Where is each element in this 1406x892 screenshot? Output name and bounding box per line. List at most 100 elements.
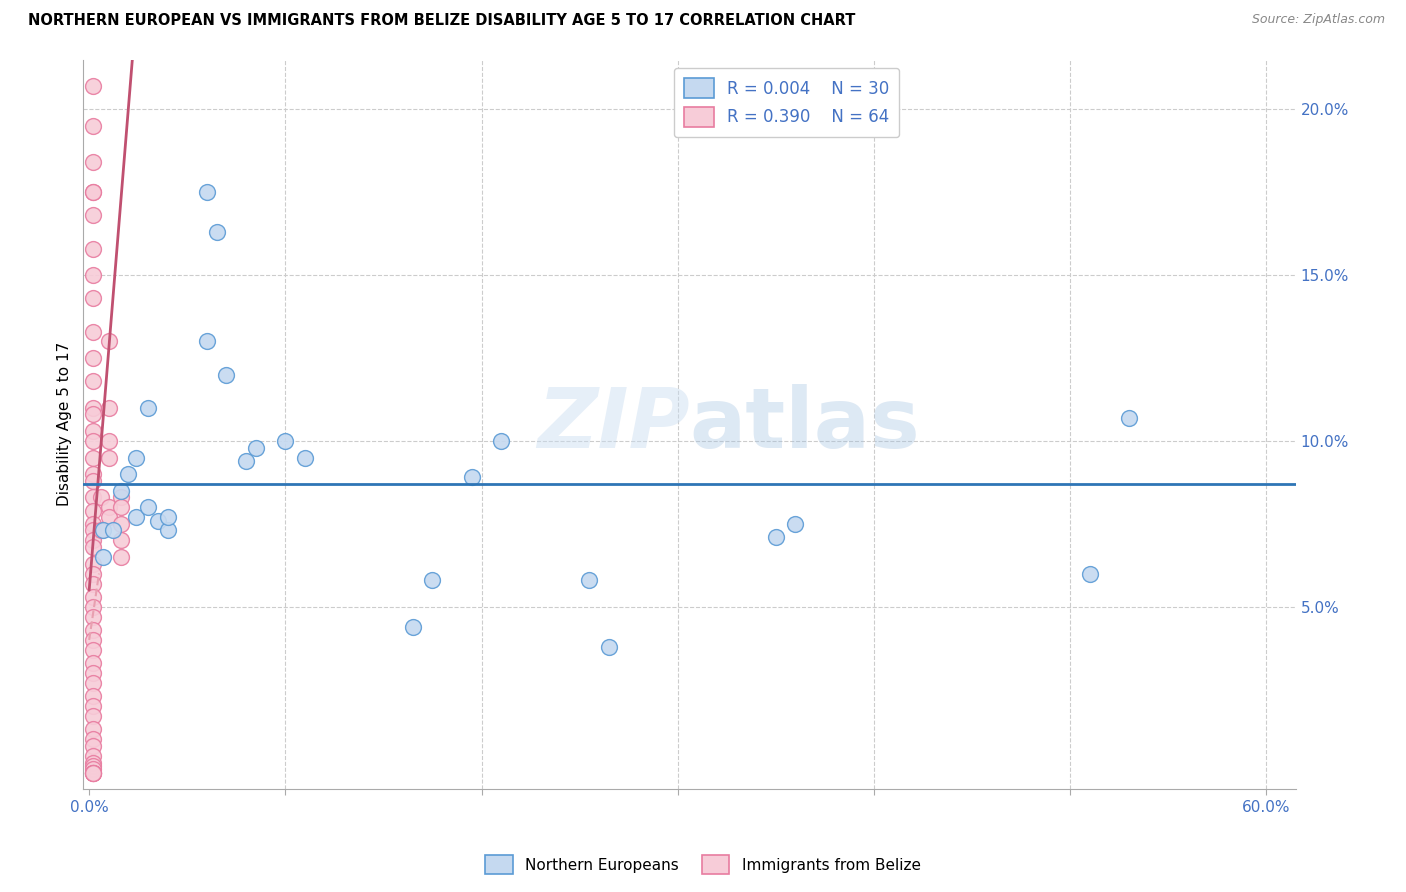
Point [82,516,104,531]
Point [82,209,104,223]
Point [82,666,104,681]
Text: Source: ZipAtlas.com: Source: ZipAtlas.com [1251,13,1385,27]
Point [82,557,104,571]
Point [82,656,104,670]
Point [245,441,267,455]
Point [294,450,316,465]
Point [136,500,159,515]
Point [489,434,512,448]
Point [82,401,104,415]
Point [82,450,104,465]
Point [422,573,444,587]
Point [82,765,104,780]
Point [82,723,104,737]
Point [82,155,104,169]
Point [598,640,620,654]
Point [110,549,132,564]
Point [82,699,104,714]
Point [235,454,257,468]
Point [274,434,297,448]
Point [97,401,120,415]
Point [82,434,104,448]
Point [195,334,218,349]
Point [156,510,179,524]
Point [82,540,104,554]
Point [82,623,104,637]
Text: atlas: atlas [689,384,920,465]
Point [82,765,104,780]
Point [82,765,104,780]
Point [82,533,104,548]
Point [82,268,104,282]
Point [785,516,807,531]
Point [110,500,132,515]
Point [91,524,114,538]
Point [82,524,104,538]
Point [402,620,425,634]
Point [82,676,104,690]
Point [82,424,104,438]
Point [82,186,104,200]
Point [82,467,104,482]
Point [110,516,132,531]
Point [82,690,104,704]
Point [82,351,104,365]
Point [82,732,104,747]
Point [82,739,104,753]
Point [578,573,600,587]
Point [205,225,228,239]
Point [82,491,104,505]
Point [82,566,104,581]
Point [82,632,104,647]
Point [82,242,104,256]
Point [1078,566,1101,581]
Point [215,368,238,382]
Text: ZIP: ZIP [537,384,689,465]
Point [195,186,218,200]
Point [82,765,104,780]
Point [97,334,120,349]
Text: NORTHERN EUROPEAN VS IMMIGRANTS FROM BELIZE DISABILITY AGE 5 TO 17 CORRELATION C: NORTHERN EUROPEAN VS IMMIGRANTS FROM BEL… [28,13,855,29]
Point [91,549,114,564]
Point [82,374,104,388]
Point [82,325,104,339]
Point [82,119,104,133]
Point [82,643,104,657]
Point [460,470,482,484]
Point [90,491,112,505]
Point [156,524,179,538]
Legend: R = 0.004    N = 30, R = 0.390    N = 64: R = 0.004 N = 30, R = 0.390 N = 64 [673,68,900,137]
Point [82,759,104,773]
Legend: Northern Europeans, Immigrants from Belize: Northern Europeans, Immigrants from Beli… [479,849,927,880]
Point [146,514,169,528]
Point [82,590,104,604]
Point [82,762,104,776]
Point [110,491,132,505]
Point [765,530,787,544]
Point [125,450,148,465]
Point [82,408,104,422]
Point [82,474,104,488]
Point [82,749,104,764]
Point [82,709,104,723]
Point [82,186,104,200]
Point [90,524,112,538]
Point [125,510,148,524]
Point [101,524,124,538]
Point [117,467,139,482]
Point [97,434,120,448]
Point [110,533,132,548]
Point [82,576,104,591]
Point [82,79,104,94]
Y-axis label: Disability Age 5 to 17: Disability Age 5 to 17 [58,343,72,507]
Point [97,450,120,465]
Point [82,291,104,305]
Point [1118,410,1140,425]
Point [82,756,104,770]
Point [82,609,104,624]
Point [82,599,104,614]
Point [97,510,120,524]
Point [110,483,132,498]
Point [82,503,104,517]
Point [97,500,120,515]
